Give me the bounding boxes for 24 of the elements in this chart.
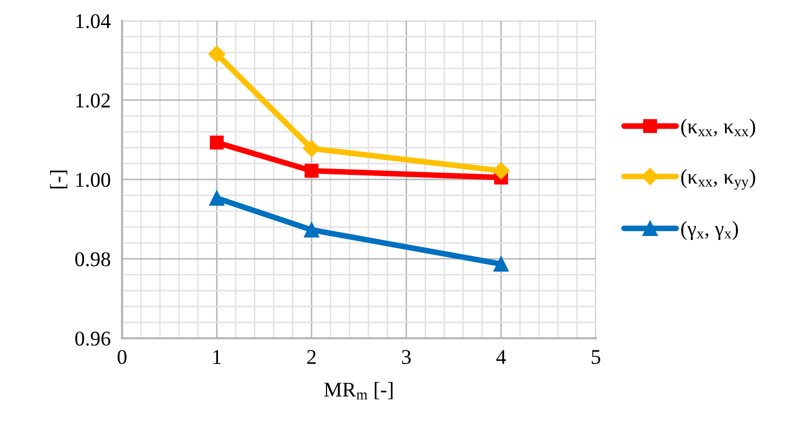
x-tick-label: 0 — [118, 350, 126, 364]
point — [304, 164, 319, 178]
point — [304, 222, 320, 238]
point — [210, 136, 224, 150]
x-tick-label: 5 — [592, 350, 600, 364]
point — [209, 190, 224, 206]
y-tick-label: 1.02 — [76, 93, 110, 108]
point — [492, 162, 510, 180]
y-tick-label: 0.96 — [75, 332, 110, 346]
y-tick-label: 0.98 — [75, 252, 110, 266]
legend-label: (κ$_{xx}$, κ$_{xx}$) — [681, 118, 756, 138]
x-tick-label: 1 — [213, 350, 221, 364]
point — [493, 256, 509, 272]
legend-label: (γ$_{x}$, γ$_{x}$) — [681, 221, 738, 240]
x-tick-label: 3 — [402, 350, 411, 364]
x-axis-title: MR$_{m}$ [-] — [324, 382, 393, 400]
point — [303, 140, 320, 158]
y-tick-label: 1.00 — [76, 172, 110, 188]
x-tick-label: 4 — [496, 350, 506, 364]
point — [208, 46, 226, 63]
y-tick-label: 1.04 — [76, 14, 111, 28]
x-tick-label: 2 — [307, 350, 316, 364]
legend-label: (κ$_{xx}$, κ$_{yy}$) — [681, 169, 756, 190]
y-axis-title: [-] — [50, 170, 68, 188]
